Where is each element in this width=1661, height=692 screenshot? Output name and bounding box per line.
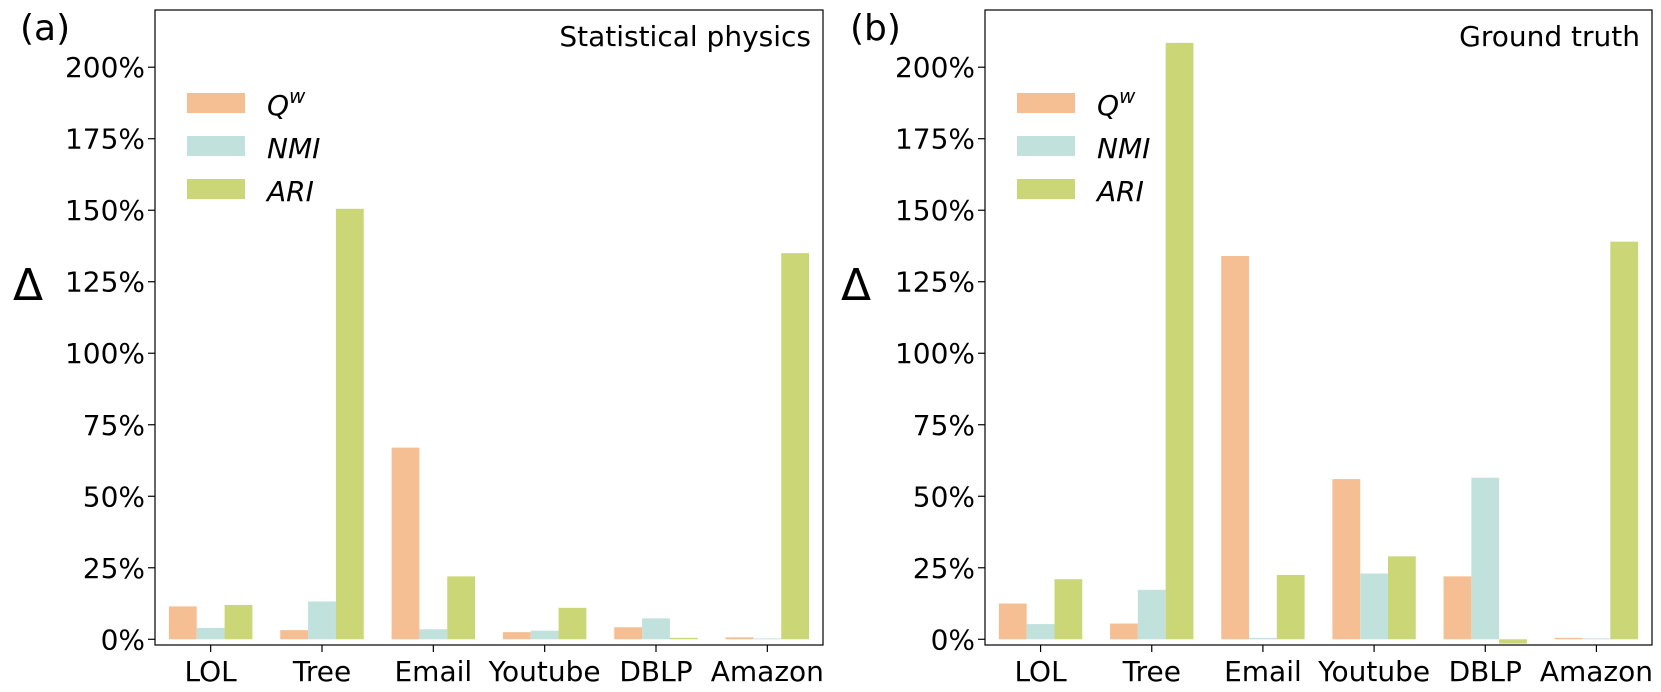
bars [168, 208, 810, 640]
x-tick-label: Amazon [711, 655, 824, 688]
y-tick-label: 75% [913, 409, 975, 442]
bar-ari-tree [1165, 42, 1194, 640]
bar-nmi-tree [1137, 589, 1166, 640]
y-tick-label: 75% [83, 409, 145, 442]
bar-qw-email [1221, 255, 1250, 640]
x-tick-label: Tree [1122, 655, 1181, 688]
legend-swatch-nmi [187, 136, 245, 156]
y-tick-label: 125% [895, 266, 975, 299]
legend-label-nmi: NMI [267, 132, 320, 165]
bar-nmi-dblp [642, 618, 670, 640]
x-tick-label: DBLP [619, 655, 692, 688]
legend-swatch-qw [187, 93, 245, 113]
bar-ari-amazon [1610, 241, 1639, 640]
legend-swatch-nmi [1017, 136, 1075, 156]
y-tick-label: 200% [895, 51, 975, 84]
y-axis-label: Δ [13, 260, 43, 311]
bar-nmi-youtube [1360, 573, 1388, 640]
legend: Qw NMI ARI [1017, 84, 1150, 208]
bars [998, 42, 1639, 644]
x-tick-label: LOL [185, 655, 238, 688]
bar-nmi-dblp [1471, 477, 1500, 640]
panel-label: (a) [20, 8, 70, 49]
y-tick-label: 50% [83, 480, 145, 513]
y-tick-label: 150% [65, 194, 145, 227]
y-tick-label: 100% [895, 337, 975, 370]
bar-ari-dblp [1499, 639, 1527, 644]
y-tick-label: 100% [65, 337, 145, 370]
y-tick-label: 175% [65, 123, 145, 156]
bar-qw-dblp [1443, 576, 1472, 640]
panel-a: 0% 25% 50% 75% 100% 125% 150% 175% 200% LOL Tree Em… [13, 8, 824, 688]
x-tick-label: Youtube [488, 655, 601, 688]
y-axis-label: Δ [841, 260, 871, 311]
y-tick-label: 50% [913, 480, 975, 513]
chart-title: Statistical physics [559, 20, 811, 53]
bar-ari-email [1276, 574, 1305, 640]
bar-qw-youtube [1332, 479, 1361, 640]
bar-qw-youtube [502, 632, 531, 640]
bar-ari-dblp [669, 637, 698, 640]
bar-qw-lol [168, 606, 197, 640]
bar-nmi-youtube [530, 630, 559, 640]
legend: Qw NMI ARI [187, 84, 320, 208]
x-tick-label: Amazon [1540, 655, 1653, 688]
legend-label-qw: Qw [267, 84, 306, 122]
x-tick-label: DBLP [1449, 655, 1522, 688]
y-tick-label: 150% [895, 194, 975, 227]
bar-qw-lol [998, 603, 1027, 640]
panel-label: (b) [850, 8, 901, 49]
bar-nmi-tree [308, 601, 336, 640]
y-tick-label: 200% [65, 51, 145, 84]
bar-qw-amazon [1554, 637, 1583, 640]
legend-swatch-ari [1017, 179, 1075, 199]
bar-nmi-lol [1026, 624, 1055, 640]
axes-frame [984, 9, 1653, 646]
bar-nmi-lol [196, 627, 225, 640]
bar-qw-dblp [614, 627, 643, 640]
x-tick-label: Email [1224, 655, 1302, 688]
y-tick-label: 125% [65, 266, 145, 299]
bar-ari-youtube [1387, 556, 1416, 640]
bar-qw-tree [1110, 623, 1138, 640]
bar-nmi-amazon [1582, 638, 1611, 640]
panel-b: 0% 25% 50% 75% 100% 125% 150% 175% 200% LOL Tree Em… [841, 8, 1653, 688]
y-tick-label: 175% [895, 123, 975, 156]
x-tick-label: Youtube [1317, 655, 1430, 688]
legend-swatch-ari [187, 179, 245, 199]
chart-title: Ground truth [1459, 20, 1640, 53]
y-tick-label: 0% [931, 623, 975, 656]
y-tick-label: 25% [83, 552, 145, 585]
x-tick-label: Tree [292, 655, 351, 688]
legend-swatch-qw [1017, 93, 1075, 113]
bar-ari-tree [335, 208, 364, 640]
y-tick-label: 25% [913, 552, 975, 585]
legend-label-ari: ARI [265, 175, 314, 208]
bar-ari-youtube [558, 607, 587, 640]
x-tick-label: LOL [1014, 655, 1067, 688]
legend-label-qw: Qw [1097, 84, 1136, 122]
bar-ari-email [447, 576, 476, 640]
legend-label-nmi: NMI [1097, 132, 1150, 165]
bar-nmi-amazon [753, 638, 782, 640]
bar-ari-lol [224, 604, 253, 640]
bar-qw-tree [280, 630, 309, 640]
bar-ari-amazon [781, 253, 810, 640]
bar-ari-lol [1054, 579, 1083, 640]
bar-qw-email [391, 447, 420, 640]
x-tick-label: Email [394, 655, 472, 688]
bar-qw-amazon [725, 637, 754, 640]
axes-frame [154, 9, 824, 646]
bar-nmi-email [419, 629, 448, 640]
bar-nmi-email [1249, 637, 1277, 640]
y-tick-label: 0% [101, 623, 145, 656]
legend-label-ari: ARI [1095, 175, 1144, 208]
